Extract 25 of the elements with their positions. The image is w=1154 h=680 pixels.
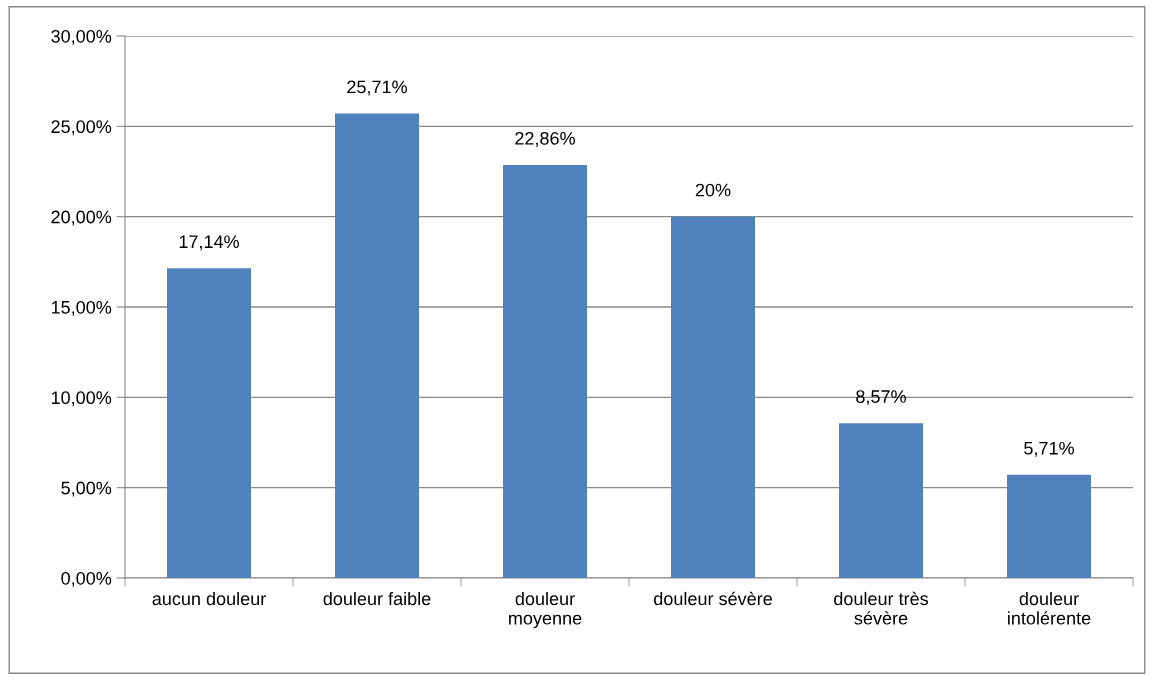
data-label: 20%	[695, 183, 731, 197]
bar	[671, 216, 755, 578]
data-label: 8,57%	[856, 390, 906, 406]
x-tick-label: douleur très sévère	[834, 591, 929, 625]
x-tick-label: douleur sévère	[654, 591, 772, 606]
y-tick-label: 30,00%	[51, 29, 112, 45]
y-tick-label: 0,00%	[61, 571, 112, 587]
bar	[839, 423, 923, 578]
data-label: 22,86%	[515, 131, 575, 147]
x-tick-label: douleur moyenne	[509, 591, 582, 629]
y-tick-label: 20,00%	[51, 210, 112, 226]
data-label: 17,14%	[179, 235, 239, 251]
x-tick-label: aucun douleur	[152, 591, 266, 606]
data-label: 5,71%	[1024, 441, 1074, 457]
y-tick-label: 15,00%	[51, 300, 112, 316]
bar	[167, 268, 251, 578]
bar	[1007, 474, 1091, 578]
x-tick-label: douleur intolérente	[1008, 591, 1091, 625]
y-tick-label: 5,00%	[61, 481, 112, 497]
bar	[335, 113, 419, 578]
y-tick-label: 25,00%	[51, 120, 112, 136]
y-tick-label: 10,00%	[51, 391, 112, 407]
data-label: 25,71%	[347, 80, 407, 96]
bar	[503, 165, 587, 578]
x-tick-label: douleur faible	[323, 591, 431, 606]
